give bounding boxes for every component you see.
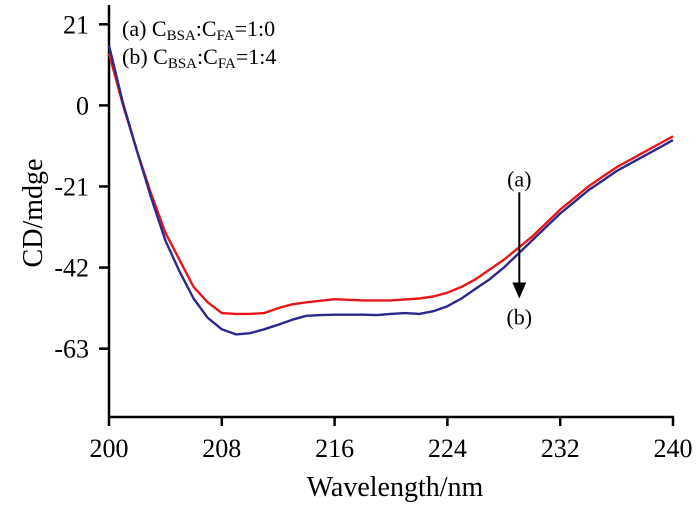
annotation-label-b: (b) bbox=[506, 304, 532, 329]
x-tick-label: 208 bbox=[202, 434, 241, 463]
annotation-label-a: (a) bbox=[507, 166, 531, 191]
y-ticks: 21 0 -21 -42 -63 bbox=[54, 10, 109, 364]
x-tick-label: 216 bbox=[315, 434, 354, 463]
x-tick-label: 200 bbox=[90, 434, 129, 463]
legend-entry: (a) CBSA:CFA=1:0 bbox=[122, 16, 275, 44]
y-axis-title: CD/mdge bbox=[18, 159, 49, 268]
arrow-annotation: (a) (b) bbox=[506, 166, 532, 329]
x-tick-label: 224 bbox=[428, 434, 467, 463]
annotation-arrow-head bbox=[512, 282, 527, 299]
legend-entry: (b) CBSA:CFA=1:4 bbox=[122, 44, 276, 72]
x-ticks: 200 208 216 224 232 240 bbox=[90, 417, 693, 463]
y-tick-label: -42 bbox=[54, 254, 89, 283]
x-axis-title: Wavelength/nm bbox=[307, 472, 484, 503]
series-line-b bbox=[107, 45, 674, 336]
y-tick-label: 0 bbox=[76, 91, 89, 120]
series-layer bbox=[107, 45, 674, 336]
y-tick-label: -63 bbox=[54, 335, 89, 364]
series-line-a bbox=[107, 52, 674, 316]
x-tick-label: 232 bbox=[541, 434, 580, 463]
x-tick-label: 240 bbox=[654, 434, 693, 463]
y-tick-label: -21 bbox=[54, 172, 89, 201]
y-tick-label: 21 bbox=[63, 10, 89, 39]
axes: 200 208 216 224 232 240 21 0 -21 -42 -63 bbox=[54, 5, 693, 463]
legend: (a) CBSA:CFA=1:0(b) CBSA:CFA=1:4 bbox=[122, 16, 276, 72]
